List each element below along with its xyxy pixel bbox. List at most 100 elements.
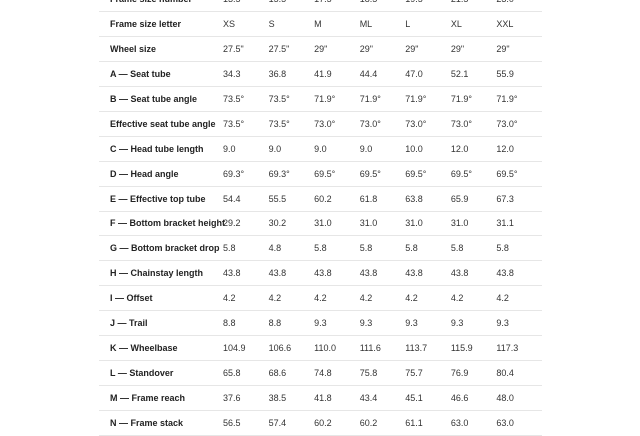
table-row: Effective seat tube angle 73.5° 73.5° 73.0°… [99, 111, 542, 137]
table-cell: 69.5° [359, 168, 381, 179]
table-cell: 61.8 [359, 193, 378, 204]
table-cell: 55.9 [496, 69, 514, 80]
table-cell: L [405, 19, 411, 30]
table-cell: 75.7 [405, 367, 423, 378]
table-cell: 60.2 [314, 193, 332, 204]
table-cell: 73.0° [405, 118, 427, 129]
table-cell: 23.0 [496, 0, 542, 12]
table-cell: 57.4 [268, 417, 287, 428]
table-cell: 36.8 [268, 69, 287, 80]
table-cell: 8.8 [268, 318, 282, 329]
table-row: K — Wheelbase 104.9 106.6 110.0 111.6 113.7 11… [99, 335, 542, 361]
row-label: H — Chainstay length [110, 268, 204, 279]
table-cell: 71.9° [359, 94, 381, 104]
table-cell: 4.2 [496, 293, 509, 304]
table-cell: 9.3 [496, 318, 509, 329]
row-label: F — Bottom bracket height [110, 218, 226, 229]
table-cell: 30.2 [268, 218, 287, 229]
table-cell: 10.0 [405, 143, 423, 154]
table-cell: 48.0 [496, 392, 514, 403]
table-cell: 41.9 [314, 69, 332, 80]
table-cell: 113.7 [405, 342, 428, 353]
table-cell: 71.9° [450, 94, 472, 104]
table-cell: 63.0 [450, 417, 469, 428]
table-cell: 43.8 [223, 268, 241, 279]
table-cell: 31.1 [496, 218, 514, 229]
table-row: G — Bottom bracket drop 5.8 4.8 5.8 5.8 5.8 5.… [99, 236, 542, 261]
table-cell: S [268, 19, 275, 30]
table-cell: 5.8 [405, 243, 418, 254]
table-cell: 5.8 [223, 243, 236, 254]
table-cell: 37.6 [223, 392, 241, 403]
table-row: J — Trail 8.8 8.8 9.3 9.3 9.3 9.3 9.3 [99, 311, 542, 336]
row-label: D — Head angle [110, 168, 179, 179]
row-label: N — Frame stack [110, 417, 184, 428]
row-label: I — Offset [110, 293, 153, 304]
table-cell: 69.3° [268, 168, 290, 179]
table-cell: 73.5° [268, 94, 290, 104]
table-cell: 73.5° [268, 118, 290, 129]
table-cell: 43.8 [359, 268, 378, 279]
table-cell: 5.8 [359, 243, 373, 254]
table-cell: 31.0 [359, 218, 378, 229]
table-cell: 19.5 [405, 0, 451, 12]
row-label: C — Head tube length [110, 143, 204, 154]
row-label: E — Effective top tube [110, 193, 206, 204]
table-cell: 29" [314, 44, 328, 55]
table-cell: 73.0° [359, 118, 381, 129]
row-label: M — Frame reach [110, 392, 186, 403]
table-cell: 4.8 [268, 243, 282, 254]
table-cell: M [314, 19, 322, 30]
table-row: Wheel size 27.5" 27.5" 29" 29" 29" 29" 29" [99, 37, 542, 62]
table-cell: 9.0 [359, 143, 373, 154]
table-cell: 4.2 [405, 293, 418, 304]
table-cell: 65.9 [450, 193, 469, 204]
geometry-table: Frame size number13.515.517.518.519.521.… [99, 0, 542, 436]
table-row: E — Effective top tube 54.4 55.5 60.2 61.8 63… [99, 186, 542, 212]
table-cell: 74.8 [314, 367, 332, 378]
table-cell: 71.9° [405, 94, 427, 104]
table-cell: 41.8 [314, 392, 332, 403]
table-cell: 69.5° [450, 168, 472, 179]
table-cell: 5.8 [450, 243, 464, 254]
table-cell: 73.0° [496, 118, 518, 129]
table-cell: 111.6 [359, 342, 381, 353]
table-cell: 17.5 [314, 0, 360, 12]
table-row: L — Standover 65.8 68.6 74.8 75.8 75.7 76.9 80.… [99, 360, 542, 386]
table-cell: 29" [496, 44, 510, 55]
table-cell: 27.5" [268, 44, 290, 55]
table-cell: 73.0° [450, 118, 472, 129]
row-label: Effective seat tube angle [110, 118, 216, 129]
table-cell: 5.8 [314, 243, 327, 254]
table-cell: 110.0 [314, 342, 336, 353]
row-label: L — Standover [110, 367, 174, 378]
table-cell: 9.0 [268, 143, 282, 154]
table-cell: 29" [450, 44, 465, 55]
row-label: K — Wheelbase [110, 342, 178, 353]
table-cell: 31.0 [450, 218, 469, 229]
table-cell: 4.2 [223, 293, 236, 304]
geometry-table-body: Frame size number13.515.517.518.519.521.… [99, 0, 542, 436]
table-cell: 12.0 [496, 143, 514, 154]
table-cell: 4.2 [268, 293, 282, 304]
table-cell: 15.5 [269, 0, 315, 12]
table-cell: 76.9 [450, 367, 469, 378]
row-label: B — Seat tube angle [110, 94, 198, 104]
table-row: A — Seat tube 34.3 36.8 41.9 44.4 47.0 52.1 55.… [99, 62, 542, 87]
table-cell: 47.0 [405, 69, 423, 80]
table-cell: 61.1 [405, 417, 423, 428]
table-cell: 29.2 [223, 218, 241, 229]
table-cell: 9.3 [314, 318, 327, 329]
table-cell: 60.2 [314, 417, 332, 428]
table-cell: 65.8 [223, 367, 241, 378]
table-row: I — Offset 4.2 4.2 4.2 4.2 4.2 4.2 4.2 [99, 286, 542, 311]
table-cell: 27.5" [223, 44, 244, 55]
table-cell: 9.0 [223, 143, 236, 154]
table-cell: 71.9° [314, 94, 336, 104]
table-row: H — Chainstay length 43.8 43.8 43.8 43.8 43.8… [99, 261, 542, 286]
table-cell: 43.8 [314, 268, 332, 279]
table-cell: 4.2 [450, 293, 464, 304]
table-cell: 73.5° [223, 94, 245, 104]
table-cell: 69.5° [314, 168, 336, 179]
table-row: F — Bottom bracket height 29.2 30.2 31.0 31.… [99, 211, 542, 236]
